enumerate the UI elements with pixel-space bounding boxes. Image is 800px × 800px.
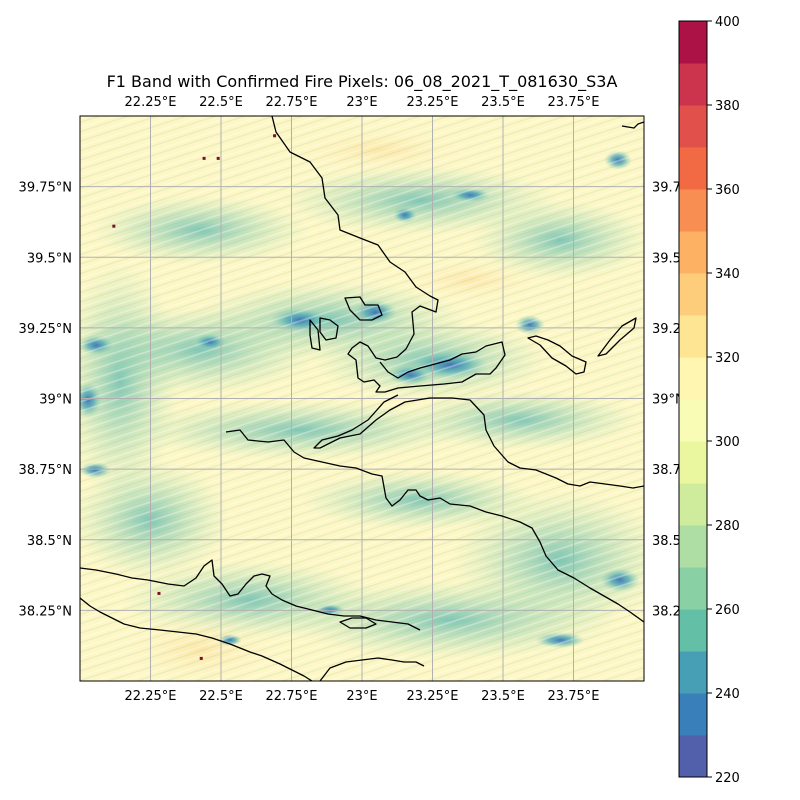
lat-tick-label-right: 38.7 (652, 463, 681, 478)
lat-tick-label-right: 39.7 (652, 181, 681, 196)
lat-tick-label-left: 38.5°N (27, 534, 72, 549)
colorbar-band (679, 189, 707, 232)
colorbar-tick-label: 220 (715, 771, 740, 786)
colorbar-band (679, 483, 707, 526)
coastline-gulf-1 (344, 296, 383, 321)
colorbar-band (679, 21, 707, 64)
lon-labels-top: 22.25°E 22.5°E 22.75°E 23°E 23.25°E 23.5°E 23.… (125, 95, 600, 110)
lon-tick-label-top: 23.5°E (481, 95, 525, 110)
lon-tick-label-bottom: 23.25°E (407, 689, 459, 704)
coastline-island-far-east (597, 317, 637, 357)
colorbar-band (679, 315, 707, 358)
lon-tick-label-bottom: 23.75°E (548, 689, 600, 704)
colorbar-ticks: 220 240 260 280 300 320 340 360 380 400 (707, 15, 740, 786)
lon-tick-label-bottom: 22.25°E (125, 689, 177, 704)
fire-pixels (112, 134, 277, 660)
colorbar-band (679, 105, 707, 148)
colorbar-tick-label: 360 (715, 183, 740, 198)
colorbar-band (679, 357, 707, 400)
colorbar-tick-label: 240 (715, 687, 740, 702)
colorbar-band (679, 231, 707, 274)
lat-tick-label-left: 39.5°N (27, 251, 72, 266)
brightness-field (80, 116, 644, 681)
coastline-gulf-south (319, 657, 425, 681)
colorbar-tick-label: 340 (715, 267, 740, 282)
coastline-gulf-2 (309, 319, 321, 351)
map-panel (79, 115, 645, 682)
colorbar-tick-label: 280 (715, 519, 740, 534)
map-frame (79, 115, 645, 682)
fire-pixel (216, 156, 220, 160)
colorbar-band (679, 399, 707, 442)
coastline-peloponnese (80, 597, 313, 681)
fire-pixel (157, 591, 161, 595)
lat-tick-label-right: 38.5 (652, 534, 681, 549)
lon-tick-label-top: 23.75°E (548, 95, 600, 110)
colorbar-band (679, 651, 707, 694)
coastline-mainland-north (271, 116, 506, 393)
lat-tick-label-left: 38.75°N (19, 463, 72, 478)
colorbar-bands (679, 21, 707, 778)
chart-title: F1 Band with Confirmed Fire Pixels: 06_0… (107, 72, 618, 92)
lon-tick-label-bottom: 22.5°E (199, 689, 243, 704)
colorbar-band (679, 147, 707, 190)
lat-tick-label-left: 39.25°N (19, 322, 72, 337)
fire-pixel (202, 156, 206, 160)
lon-tick-label-bottom: 23.5°E (481, 689, 525, 704)
lat-tick-label-right: 39.2 (652, 322, 681, 337)
lat-labels-left: 39.75°N 39.5°N 39.25°N 39°N 38.75°N 38.5°N 38.… (19, 181, 72, 620)
colorbar-tick-label: 300 (715, 435, 740, 450)
lat-tick-label-left: 39.75°N (19, 181, 72, 196)
fire-pixel (199, 656, 203, 660)
coastline-islet-ne (621, 121, 644, 129)
lat-labels-right: 39.7 39.5 39.2 39°N 38.7 38.5 38.2 (652, 181, 685, 620)
coastline-peninsula (319, 317, 339, 341)
colorbar-tick-label: 380 (715, 99, 740, 114)
lat-tick-label-right: 38.2 (652, 604, 681, 619)
lon-tick-label-bottom: 22.75°E (266, 689, 318, 704)
coastline-island-east (527, 335, 587, 375)
lon-tick-label-top: 22.25°E (125, 95, 177, 110)
colorbar-band (679, 273, 707, 316)
coastline-island-small (339, 617, 377, 629)
lon-tick-label-top: 23.25°E (407, 95, 459, 110)
lon-tick-label-top: 22.75°E (266, 95, 318, 110)
fire-pixel (273, 134, 277, 138)
colorbar-frame (678, 20, 708, 778)
lon-tick-label-bottom: 23°E (346, 689, 377, 704)
colorbar-tick-label: 400 (715, 15, 740, 30)
colorbar-band (679, 63, 707, 106)
coastline-gulf-corinth-north (80, 559, 421, 631)
colorbar: 220 240 260 280 300 320 340 360 380 400 (678, 15, 740, 786)
colorbar-band (679, 567, 707, 610)
colorbar-band (679, 693, 707, 736)
lon-tick-label-top: 23°E (346, 95, 377, 110)
colorbar-tick-label: 320 (715, 351, 740, 366)
colorbar-band (679, 525, 707, 568)
coastlines (80, 116, 644, 681)
fire-pixel (112, 224, 116, 228)
colorbar-band (679, 735, 707, 778)
lat-tick-label-right: 39°N (652, 393, 685, 408)
colorbar-band (679, 609, 707, 652)
lon-tick-label-top: 22.5°E (199, 95, 243, 110)
lon-labels-bottom: 22.25°E 22.5°E 22.75°E 23°E 23.25°E 23.5°E 23.… (125, 689, 600, 704)
gridlines (80, 116, 644, 681)
colorbar-band (679, 441, 707, 484)
lat-tick-label-right: 39.5 (652, 251, 681, 266)
colorbar-tick-label: 260 (715, 603, 740, 618)
coastline-central-greece (225, 429, 644, 623)
coastline-euboea-south (313, 394, 644, 489)
lat-tick-label-left: 39°N (39, 393, 72, 408)
lat-tick-label-left: 38.25°N (19, 604, 72, 619)
